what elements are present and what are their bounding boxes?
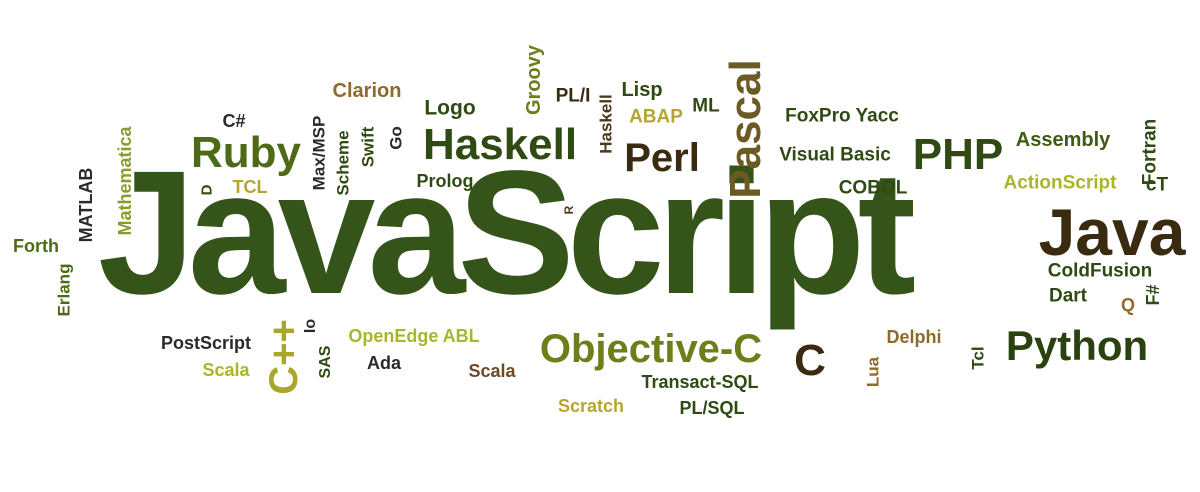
word-php: PHP bbox=[912, 130, 1004, 179]
word-cobol: COBOL bbox=[838, 177, 908, 199]
word-lisp: Lisp bbox=[621, 79, 663, 101]
word-python: Python bbox=[1005, 322, 1149, 369]
word-sas: SAS bbox=[317, 345, 334, 379]
word-scala-left: Scala bbox=[202, 360, 250, 380]
word-foxpro-yacc: FoxPro Yacc bbox=[785, 105, 899, 127]
word-q: Q bbox=[1120, 295, 1136, 315]
word-swift: Swift bbox=[358, 126, 378, 168]
word-pl-sql: PL/SQL bbox=[679, 398, 745, 418]
word-pl-i: PL/I bbox=[555, 85, 591, 107]
word-csharp: C# bbox=[222, 111, 246, 131]
word-openedge-abl: OpenEdge ABL bbox=[348, 326, 480, 346]
word-tcl-lower: Tcl bbox=[968, 346, 988, 370]
word-scratch: Scratch bbox=[557, 396, 625, 416]
word-scala-mid: Scala bbox=[468, 361, 516, 381]
word-ml: ML bbox=[692, 95, 720, 117]
word-actionscript: ActionScript bbox=[1003, 172, 1117, 194]
word-mathematica: Mathematica bbox=[115, 126, 135, 236]
word-assembly: Assembly bbox=[1015, 129, 1111, 151]
word-groovy: Groovy bbox=[523, 44, 545, 116]
word-coldfusion: ColdFusion bbox=[1047, 260, 1153, 282]
word-postscript: PostScript bbox=[160, 333, 252, 353]
word-javascript: JavaScript bbox=[97, 135, 916, 331]
word-scheme: Scheme bbox=[333, 130, 353, 196]
word-delphi: Delphi bbox=[886, 327, 942, 347]
word-haskell-large: Haskell bbox=[422, 120, 578, 169]
word-lua: Lua bbox=[863, 356, 883, 388]
word-io: Io bbox=[302, 318, 319, 334]
word-max-msp: Max/MSP bbox=[309, 115, 329, 191]
word-clarion: Clarion bbox=[332, 80, 402, 102]
word-fsharp: F# bbox=[1143, 284, 1163, 306]
word-dart: Dart bbox=[1048, 285, 1088, 307]
word-abap: ABAP bbox=[629, 106, 683, 128]
word-ada: Ada bbox=[366, 353, 402, 373]
word-java: Java bbox=[1038, 195, 1186, 269]
word-go: Go bbox=[386, 126, 406, 150]
word-tcl-upper: TCL bbox=[232, 177, 268, 197]
word-erlang: Erlang bbox=[54, 263, 74, 317]
word-r: R bbox=[562, 205, 576, 215]
word-d: D bbox=[198, 184, 216, 196]
word-forth: Forth bbox=[13, 236, 59, 256]
word-ct: cT bbox=[1145, 174, 1169, 196]
word-cpp: C++ bbox=[262, 319, 306, 395]
word-matlab: MATLAB bbox=[76, 167, 96, 243]
word-transact-sql: Transact-SQL bbox=[641, 372, 759, 392]
word-ruby: Ruby bbox=[191, 128, 301, 177]
word-objective-c: Objective-C bbox=[539, 327, 763, 371]
word-pascal: Pascal bbox=[721, 59, 770, 199]
word-prolog: Prolog bbox=[416, 171, 474, 191]
word-c: C bbox=[794, 336, 826, 385]
word-perl: Perl bbox=[624, 136, 700, 180]
word-logo: Logo bbox=[424, 96, 476, 120]
word-visual-basic: Visual Basic bbox=[779, 144, 891, 166]
word-haskell-small: Haskell bbox=[596, 94, 616, 154]
